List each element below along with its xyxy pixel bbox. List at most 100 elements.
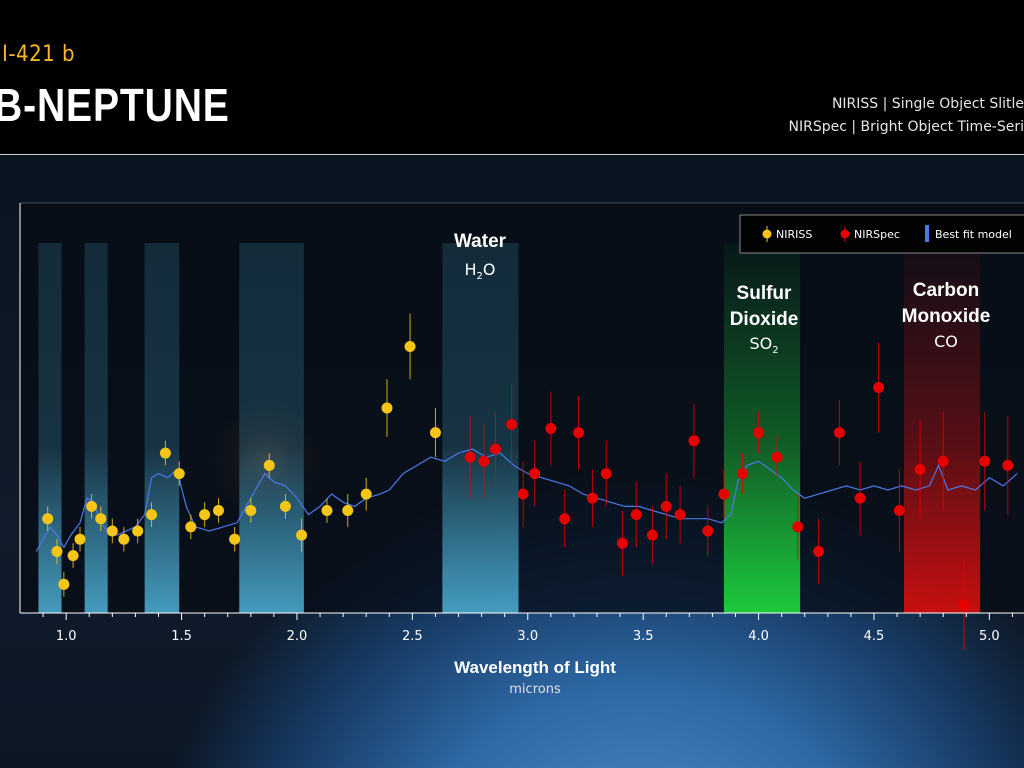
annotation-water-title: Water <box>454 231 507 252</box>
niriss-data-point <box>342 505 354 516</box>
niriss-data-point <box>74 533 86 545</box>
header-divider <box>0 154 1024 155</box>
nirspec-data-point <box>833 427 845 439</box>
best-fit-model <box>35 448 1018 552</box>
nirspec-data-point <box>464 451 476 463</box>
niriss-data-point <box>86 500 98 512</box>
nirspec-data-point <box>893 505 905 516</box>
legend-nirspec-marker <box>840 229 850 239</box>
annotation-water: Water H2O <box>454 231 507 282</box>
annotation-carbon-monoxide: Carbon Monoxide CO <box>902 280 991 351</box>
nirspec-data-point <box>753 427 765 439</box>
band-water <box>38 243 62 613</box>
annotation-so2-formula: SO2 <box>749 334 778 356</box>
legend-box <box>739 214 1024 254</box>
nirspec-data-point <box>489 443 501 455</box>
niriss-data-point <box>42 513 54 525</box>
molecule-bands <box>38 243 981 613</box>
annotation-sulfur-dioxide: Sulfur Dioxide SO2 <box>730 283 799 356</box>
niriss-data-point <box>229 533 241 545</box>
nirspec-data-point <box>630 509 642 521</box>
band-co <box>903 243 981 613</box>
instrument-line-niriss: NIRISS | Single Object Slitle <box>831 96 1024 112</box>
nirspec-data-point <box>1002 459 1014 471</box>
nirspec-data-point <box>771 451 783 463</box>
nirspec-data-point <box>718 488 730 500</box>
band-water <box>144 243 180 613</box>
niriss-data-point <box>106 525 118 537</box>
x-tick-label: 1.0 <box>56 629 77 644</box>
nirspec-data-point <box>506 418 518 430</box>
nirspec-data-point <box>979 455 991 467</box>
x-tick-label: 5.0 <box>979 629 1000 644</box>
nirspec-data-point <box>813 546 825 557</box>
x-tick-label: 3.5 <box>633 629 654 644</box>
nirspec-data-point <box>792 521 804 533</box>
niriss-data-point <box>429 427 441 439</box>
x-axis-title: Wavelength of Light <box>454 658 616 677</box>
planet-title: B-NEPTUNE <box>0 79 230 131</box>
annotation-co-title-line2: Monoxide <box>902 306 991 327</box>
niriss-data-point <box>360 488 372 500</box>
plot-area <box>20 203 1024 613</box>
niriss-data-point <box>146 509 158 521</box>
nirspec-data-point <box>660 500 672 512</box>
nirspec-data-point <box>688 435 700 447</box>
nirspec-data-point <box>573 427 585 439</box>
legend-nirspec-label: NIRSpec <box>854 228 900 241</box>
niriss-data-point <box>279 500 291 512</box>
planet-subtitle: I-421 b <box>2 42 76 67</box>
nirspec-data-point <box>674 509 686 521</box>
x-axis-subtitle: microns <box>509 682 561 697</box>
nirspec-data-point <box>646 529 658 541</box>
nirspec-data-point <box>616 537 628 549</box>
annotation-water-formula: H2O <box>465 260 496 282</box>
nirspec-data-point <box>873 382 885 393</box>
x-tick-label: 2.5 <box>402 629 423 644</box>
band-water <box>239 243 304 613</box>
niriss-data-point <box>381 402 393 414</box>
band-water <box>442 243 519 613</box>
nirspec-data-point <box>529 468 541 480</box>
legend-niriss-marker <box>762 229 772 239</box>
niriss-data-point <box>404 341 416 352</box>
best-fit-model-line <box>35 448 1018 552</box>
nirspec-data-point <box>854 492 866 504</box>
niriss-data-point <box>199 509 211 521</box>
nirspec-data-point <box>600 468 612 480</box>
niriss-data-point <box>95 513 107 525</box>
niriss-data-point <box>296 529 308 541</box>
niriss-data-point <box>51 546 63 557</box>
x-tick-label: 4.0 <box>748 629 769 644</box>
nirspec-data-point <box>914 464 926 475</box>
niriss-data-point <box>58 578 70 590</box>
x-axis-ticks: 1.0 1.5 2.0 2.5 3.0 3.5 4.0 4.5 5.0 <box>42 613 1013 644</box>
niriss-data-point <box>67 550 79 562</box>
legend-niriss-label: NIRISS <box>776 228 812 241</box>
niriss-data-point <box>263 459 275 471</box>
x-tick-label: 4.5 <box>864 629 885 644</box>
nirspec-data-point <box>545 423 557 434</box>
niriss-data-point <box>185 521 197 533</box>
data-points <box>42 313 1014 650</box>
nirspec-data-point <box>478 455 490 467</box>
x-tick-label: 2.0 <box>287 629 308 644</box>
x-tick-label: 3.0 <box>517 629 538 644</box>
niriss-data-point <box>159 447 171 459</box>
instrument-line-nirspec: NIRSpec | Bright Object Time-Seri <box>788 119 1024 135</box>
nirspec-data-point <box>517 488 529 500</box>
nirspec-data-point <box>559 513 571 525</box>
niriss-data-point <box>173 468 185 480</box>
nirspec-data-point <box>702 525 714 537</box>
niriss-data-point <box>245 505 257 516</box>
nirspec-data-point <box>937 455 949 467</box>
nirspec-data-point <box>958 599 970 611</box>
niriss-data-point <box>132 525 144 537</box>
niriss-data-point <box>321 505 333 516</box>
legend-model-label: Best fit model <box>935 228 1012 241</box>
annotation-co-title-line1: Carbon <box>913 280 980 301</box>
legend: NIRISS NIRSpec Best fit model <box>739 214 1024 254</box>
x-tick-label: 1.5 <box>171 629 192 644</box>
band-so2 <box>723 243 801 613</box>
